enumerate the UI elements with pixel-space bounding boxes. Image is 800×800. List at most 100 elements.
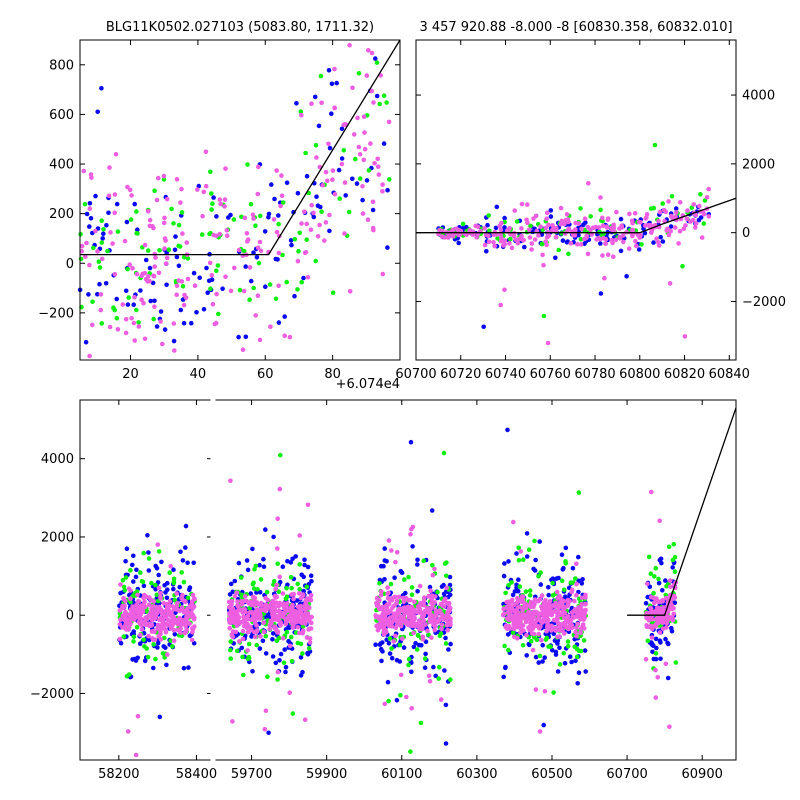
data-point [227, 604, 233, 610]
data-point [576, 221, 581, 226]
data-point [228, 212, 233, 218]
data-point [381, 141, 387, 146]
data-point [179, 210, 185, 215]
data-point [649, 635, 655, 640]
data-point [385, 187, 390, 193]
data-point [242, 215, 248, 221]
data-point [505, 626, 510, 632]
data-point [470, 232, 476, 237]
data-point [569, 659, 574, 665]
data-point [164, 595, 170, 601]
data-point [699, 235, 705, 240]
data-point [409, 526, 414, 532]
data-point [337, 196, 343, 201]
data-point [443, 741, 449, 746]
data-point [540, 252, 545, 258]
data-point [293, 554, 299, 559]
data-point [132, 295, 137, 300]
data-point [171, 321, 177, 326]
data-point [572, 598, 577, 604]
data-point [179, 186, 184, 192]
data-point [286, 638, 291, 644]
data-point [689, 205, 695, 210]
data-point [644, 624, 650, 629]
data-point [385, 585, 390, 590]
data-point [394, 550, 400, 555]
data-point [191, 560, 196, 566]
data-point [558, 221, 564, 227]
data-point [263, 527, 268, 532]
data-point [325, 178, 330, 184]
data-point [434, 613, 439, 619]
data-point [529, 247, 534, 252]
data-point [222, 204, 227, 209]
data-point [422, 665, 428, 670]
data-point [233, 629, 239, 635]
data-point [141, 583, 147, 589]
data-point [300, 592, 306, 597]
data-point [439, 622, 445, 628]
panel-top-right-frame [415, 39, 737, 361]
data-point [266, 730, 271, 736]
data-point [661, 605, 666, 610]
data-point [350, 85, 355, 91]
data-point [297, 586, 303, 592]
data-point [127, 187, 133, 193]
data-point [154, 197, 160, 203]
x-tick-label: 60840 [709, 367, 750, 382]
data-point [332, 105, 337, 110]
data-point [558, 205, 564, 211]
data-point [117, 622, 123, 627]
data-point [665, 675, 671, 681]
data-point [654, 596, 659, 601]
data-point [396, 594, 402, 600]
data-point [374, 93, 380, 99]
data-point [180, 231, 185, 236]
data-point [228, 647, 233, 653]
data-point [151, 615, 157, 621]
data-point [121, 634, 127, 639]
data-point [244, 558, 250, 563]
data-point [257, 646, 263, 651]
data-point [563, 559, 568, 564]
data-point [669, 605, 675, 611]
data-point [648, 489, 654, 495]
panel-top-left-ticks: 20 40 60 80 −200 0 200 400 600 800 [38, 40, 400, 382]
data-point [204, 265, 209, 271]
data-point [209, 207, 214, 212]
data-point [663, 578, 668, 583]
data-point [276, 250, 282, 256]
data-point [387, 177, 392, 182]
data-point [605, 216, 611, 221]
panel-top-left-title: BLG11K0502.027103 (5083.80, 1711.32) [106, 20, 374, 35]
y-tick-label: 400 [49, 158, 74, 173]
data-point [95, 292, 100, 297]
data-point [581, 638, 587, 643]
data-point [146, 556, 152, 561]
data-point [576, 670, 582, 675]
data-point [565, 643, 571, 649]
data-point [610, 240, 615, 246]
data-point [408, 749, 413, 754]
data-point [514, 588, 519, 594]
data-point [566, 251, 571, 257]
data-point [578, 206, 583, 211]
data-point [643, 601, 649, 606]
data-point [118, 617, 123, 622]
data-point [657, 630, 663, 635]
data-point [425, 628, 430, 634]
data-point [409, 608, 415, 614]
data-point [438, 697, 444, 702]
data-point [598, 207, 603, 213]
data-point [217, 197, 223, 202]
data-point [223, 166, 228, 171]
x-tick-label: 60720 [440, 367, 481, 382]
data-point [375, 602, 381, 607]
data-point [135, 592, 140, 598]
data-point [371, 227, 376, 233]
x-tick-label: 59900 [306, 767, 347, 782]
data-point [582, 615, 587, 620]
data-point [277, 486, 283, 492]
data-point [251, 586, 257, 591]
data-point [156, 572, 161, 578]
